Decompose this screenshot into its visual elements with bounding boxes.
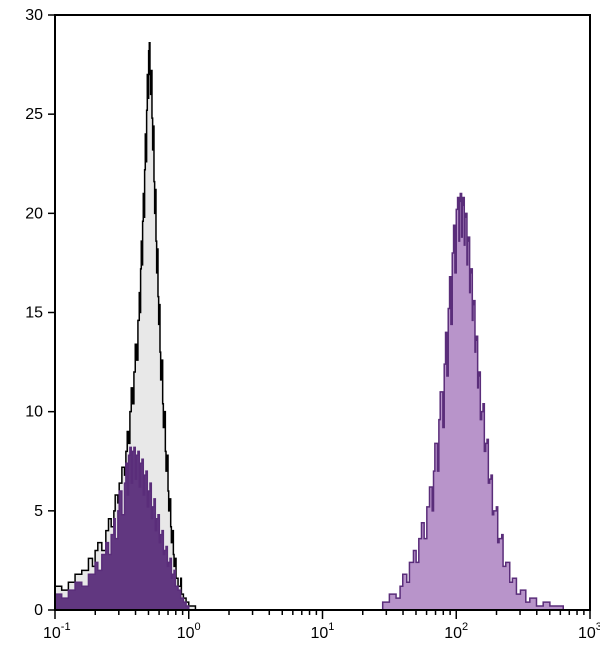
x-tick-label: 103: [578, 621, 600, 642]
series-stained-right: [383, 194, 577, 611]
y-tick-label: 20: [25, 205, 43, 222]
y-tick-label: 5: [34, 503, 43, 520]
x-tick-label: 100: [177, 621, 201, 642]
series-stained-left: [55, 447, 195, 610]
y-tick-label: 0: [34, 602, 43, 619]
flow-cytometry-histogram: 0 5 10 15 20 25 30 10-1 100 101 102 103: [0, 0, 600, 672]
x-tick-label: 101: [311, 621, 335, 642]
y-tick-label: 30: [25, 7, 43, 24]
y-tick-label: 15: [25, 305, 43, 322]
y-tick-label: 25: [25, 106, 43, 123]
chart-svg: 0 5 10 15 20 25 30 10-1 100 101 102 103: [0, 0, 600, 672]
x-tick-label: 102: [444, 621, 468, 642]
y-tick-label: 10: [25, 404, 43, 421]
x-tick-label: 10-1: [43, 621, 71, 642]
